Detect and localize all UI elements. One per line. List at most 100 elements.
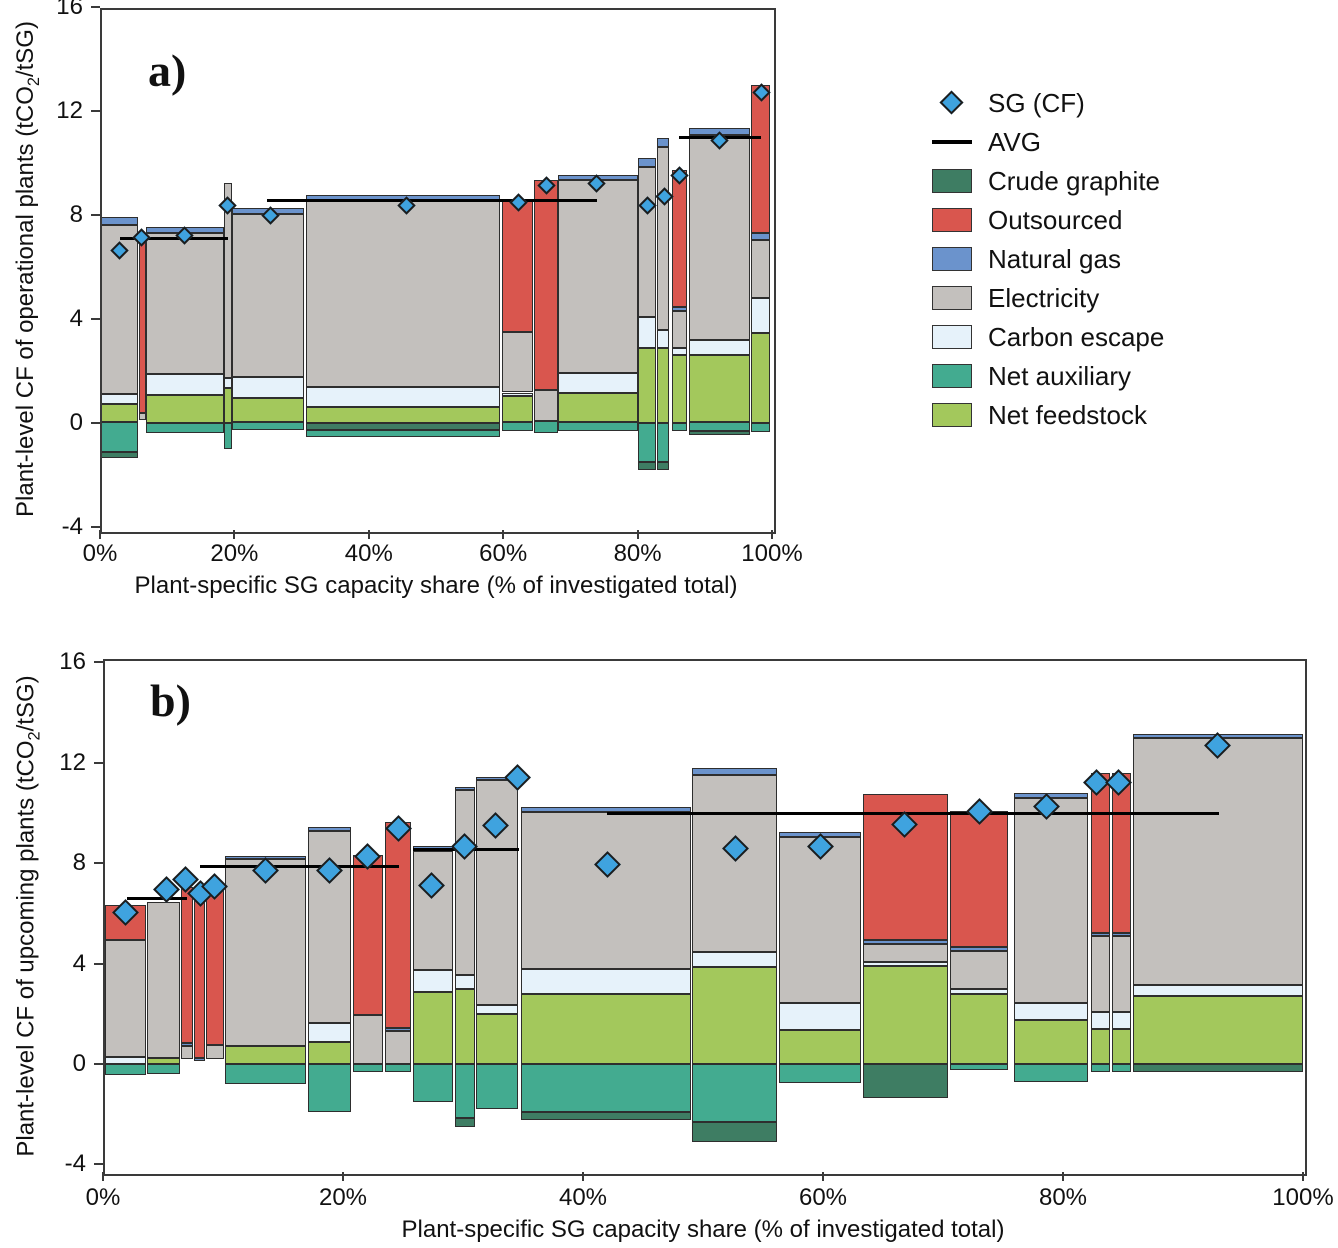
bar-segment-net-auxiliary bbox=[751, 423, 770, 432]
y-tick bbox=[91, 422, 100, 424]
bar-segment-outsourced bbox=[671, 170, 688, 307]
x-tick-label: 100% bbox=[741, 540, 803, 567]
avg-line bbox=[267, 199, 598, 203]
bar-segment-electricity bbox=[232, 214, 305, 377]
bar-segment-net-auxiliary bbox=[638, 423, 656, 462]
panel-label-a: a) bbox=[148, 45, 187, 96]
y-tick-label: 8 bbox=[72, 849, 86, 877]
bar-segment-net-feedstock bbox=[862, 966, 948, 1064]
y-tick bbox=[91, 318, 100, 320]
bar-segment-crude-graphite bbox=[657, 461, 670, 470]
bar-segment-net-feedstock bbox=[223, 388, 232, 423]
y-tick-label: 4 bbox=[72, 949, 86, 977]
bar-segment-net-auxiliary bbox=[778, 1064, 862, 1084]
bar-segment-net-auxiliary bbox=[147, 1064, 180, 1074]
bar-segment-net-feedstock bbox=[1090, 1028, 1110, 1064]
bar-segment-net-auxiliary bbox=[950, 1064, 1008, 1071]
x-tick-label: 80% bbox=[613, 540, 662, 567]
y-tick bbox=[94, 1063, 103, 1065]
y-tick bbox=[94, 1163, 103, 1166]
y-tick-label: 8 bbox=[69, 201, 83, 228]
bar-segment-net-auxiliary bbox=[692, 1064, 778, 1122]
bar-segment-carbon-escape bbox=[692, 952, 778, 967]
legend-label: Net feedstock bbox=[988, 399, 1147, 430]
bar-segment-outsourced bbox=[950, 810, 1008, 947]
bar-segment-outsourced bbox=[501, 200, 533, 332]
y-tick-label: 0 bbox=[69, 409, 83, 436]
bar-segment-natural-gas bbox=[751, 232, 770, 240]
bar-segment-natural-gas bbox=[385, 1028, 412, 1032]
bar-segment-electricity bbox=[105, 940, 147, 1057]
bar-segment-crude-graphite bbox=[454, 1118, 475, 1127]
y-tick bbox=[94, 761, 103, 764]
bar-segment-natural-gas bbox=[520, 806, 691, 812]
legend-label: Carbon escape bbox=[988, 321, 1165, 352]
bar-segment-carbon-escape bbox=[232, 376, 305, 399]
y-tick-label: 12 bbox=[59, 748, 86, 776]
bar-segment-net-feedstock bbox=[692, 966, 778, 1064]
bar-segment-electricity bbox=[100, 225, 139, 395]
bar-segment-electricity bbox=[1090, 936, 1110, 1012]
bar-segment-natural-gas bbox=[657, 138, 670, 147]
legend-label: Crude graphite bbox=[988, 165, 1160, 196]
bar-segment-outsourced bbox=[385, 821, 412, 1029]
bar-segment-net-auxiliary bbox=[308, 1064, 352, 1112]
bar-segment-net-feedstock bbox=[689, 354, 751, 422]
bar-segment-net-auxiliary bbox=[105, 1064, 147, 1076]
bar-segment-electricity bbox=[671, 311, 688, 349]
bar-segment-outsourced bbox=[1112, 772, 1132, 933]
bar-segment-carbon-escape bbox=[105, 1057, 147, 1064]
x-tick bbox=[342, 1172, 344, 1181]
bar-segment-natural-gas bbox=[638, 158, 656, 167]
bar-segment-carbon-escape bbox=[778, 1003, 862, 1031]
y-tick-label: 4 bbox=[69, 305, 83, 332]
bar-segment-net-feedstock bbox=[778, 1030, 862, 1064]
bar-segment-net-feedstock bbox=[232, 398, 305, 422]
bar-segment-natural-gas bbox=[194, 1057, 205, 1062]
x-tick-label: 100% bbox=[1272, 1184, 1334, 1211]
bar-segment-natural-gas bbox=[1112, 932, 1132, 936]
bar-segment-carbon-escape bbox=[751, 297, 770, 333]
bar-segment-net-auxiliary bbox=[657, 423, 670, 462]
y-axis-label-a: Plant-level CF of operational plants (tC… bbox=[12, 21, 43, 517]
x-tick bbox=[582, 1172, 584, 1181]
bar-segment-net-auxiliary bbox=[520, 1064, 691, 1112]
bar-segment-electricity bbox=[223, 183, 232, 379]
bar-segment-outsourced bbox=[1090, 772, 1110, 933]
legend-label: Outsourced bbox=[988, 204, 1123, 235]
bar-segment-net-feedstock bbox=[1112, 1028, 1132, 1064]
bar-segment-electricity bbox=[1132, 737, 1303, 985]
x-tick bbox=[367, 530, 370, 539]
bar-segment-electricity bbox=[692, 775, 778, 952]
bar-segment-carbon-escape bbox=[100, 394, 139, 405]
carbon-escape-swatch bbox=[932, 325, 972, 349]
bar-segment-net-auxiliary bbox=[352, 1064, 383, 1072]
bar-segment-natural-gas bbox=[454, 786, 475, 791]
sg-cf-legend-icon bbox=[939, 90, 964, 115]
x-tick bbox=[1062, 1172, 1064, 1181]
bar-segment-crude-graphite bbox=[305, 423, 501, 430]
y-tick bbox=[91, 110, 100, 112]
bar-segment-outsourced bbox=[352, 854, 383, 1015]
bar-segment-net-auxiliary bbox=[100, 422, 139, 452]
bar-segment-electricity bbox=[501, 331, 533, 393]
x-tick bbox=[1302, 1172, 1304, 1181]
bar-segment-carbon-escape bbox=[1132, 984, 1303, 997]
bar-segment-carbon-escape bbox=[657, 329, 670, 348]
legend-item-natural-gas: Natural gas bbox=[930, 244, 1260, 274]
bar-segment-electricity bbox=[454, 790, 475, 975]
bar-segment-electricity bbox=[412, 850, 454, 970]
bar-segment-carbon-escape bbox=[689, 340, 751, 355]
bar-segment-net-auxiliary bbox=[454, 1064, 475, 1118]
bar-segment-carbon-escape bbox=[1112, 1011, 1132, 1029]
bar-segment-natural-gas bbox=[308, 827, 352, 831]
bar-segment-crude-graphite bbox=[692, 1121, 778, 1142]
legend-label: Net auxiliary bbox=[988, 360, 1132, 391]
bar-segment-electricity bbox=[1112, 936, 1132, 1012]
net-auxiliary-swatch bbox=[932, 364, 972, 388]
bar-segment-carbon-escape bbox=[520, 968, 691, 994]
legend-item-outsourced: Outsourced bbox=[930, 205, 1260, 235]
x-tick bbox=[822, 1172, 824, 1181]
bar-segment-net-feedstock bbox=[657, 347, 670, 423]
bar-segment-crude-graphite bbox=[1132, 1064, 1303, 1072]
